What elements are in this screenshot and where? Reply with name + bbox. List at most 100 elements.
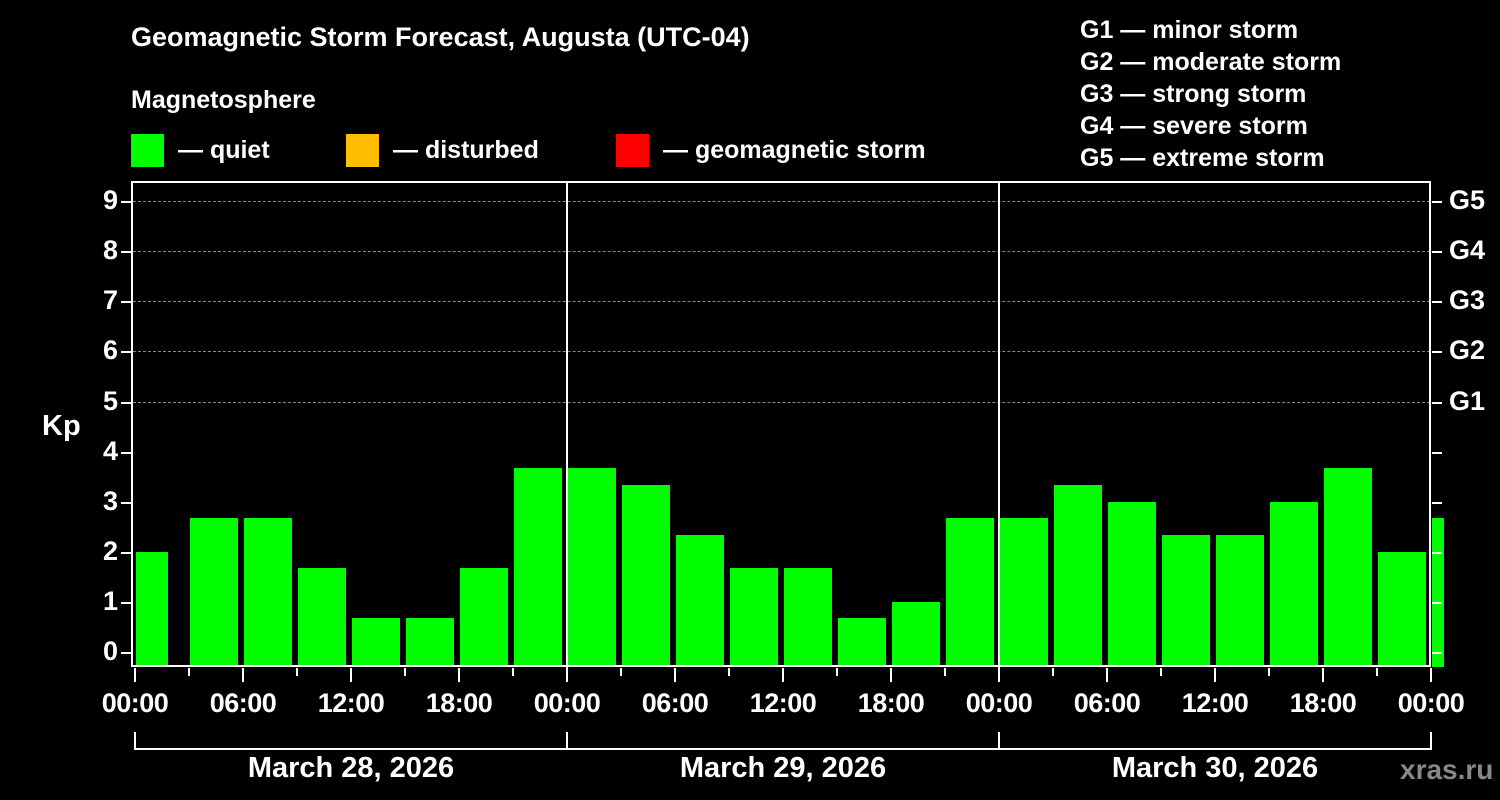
- kp-bar: [838, 618, 886, 667]
- x-tick-label: 18:00: [857, 688, 925, 718]
- kp-bar: [676, 535, 724, 667]
- y-tick-label: 1: [102, 586, 118, 616]
- y-tick: [121, 452, 131, 454]
- kp-bar: [460, 568, 508, 667]
- plot-frame: [131, 181, 1431, 667]
- x-tick: [944, 668, 946, 676]
- y-tick-right: [1432, 452, 1442, 454]
- kp-bar: [1162, 535, 1210, 667]
- kp-bar: [1216, 535, 1264, 667]
- grid-line: [133, 301, 1430, 302]
- y-tick: [121, 502, 131, 504]
- x-tick: [782, 668, 784, 682]
- y-tick-right: [1432, 552, 1442, 554]
- y-tick: [121, 301, 131, 303]
- grid-line: [133, 201, 1430, 202]
- kp-bar: [730, 568, 778, 667]
- x-tick: [296, 668, 298, 676]
- x-tick: [134, 668, 136, 682]
- g-legend-item: G5 — extreme storm: [1080, 144, 1325, 172]
- x-tick: [1430, 668, 1432, 682]
- y-tick-label: 4: [102, 436, 118, 466]
- x-tick: [674, 668, 676, 682]
- storm-swatch-icon: [616, 134, 649, 167]
- date-bracket-tick: [134, 732, 136, 749]
- legend-label: — quiet: [178, 136, 270, 164]
- x-tick-label: 06:00: [1073, 688, 1141, 718]
- legend-disturbed: — disturbed: [346, 134, 539, 167]
- y-tick-right: [1432, 502, 1442, 504]
- date-bracket: [134, 748, 1432, 750]
- x-tick-label: 00:00: [1397, 688, 1465, 718]
- y-tick-label: 5: [102, 386, 118, 416]
- y-tick: [121, 552, 131, 554]
- grid-line: [133, 402, 1430, 403]
- kp-bar: [622, 485, 670, 667]
- kp-bar: [190, 518, 238, 667]
- date-bracket-tick: [998, 732, 1000, 749]
- x-tick: [836, 668, 838, 676]
- g-scale-label: G3: [1449, 285, 1486, 315]
- x-tick: [890, 668, 892, 682]
- y-tick-right: [1432, 251, 1442, 253]
- kp-bar: [1108, 502, 1156, 667]
- date-label: March 30, 2026: [1111, 752, 1319, 784]
- x-tick-label: 18:00: [425, 688, 493, 718]
- legend-label: — disturbed: [393, 136, 539, 164]
- quiet-swatch-icon: [131, 134, 164, 167]
- y-tick-label: 3: [102, 486, 118, 516]
- y-tick-right: [1432, 351, 1442, 353]
- legend-quiet: — quiet: [131, 134, 270, 167]
- y-tick-label: 8: [102, 235, 118, 265]
- legend-label: — geomagnetic storm: [663, 136, 926, 164]
- x-tick: [350, 668, 352, 682]
- date-bracket-tick: [566, 732, 568, 749]
- x-tick: [1052, 668, 1054, 676]
- y-tick-right: [1432, 201, 1442, 203]
- x-tick: [620, 668, 622, 676]
- kp-bar: [352, 618, 400, 667]
- day-separator: [566, 181, 568, 668]
- y-tick-label: 0: [102, 636, 118, 666]
- y-tick-label: 7: [102, 285, 118, 315]
- y-tick-right: [1432, 602, 1442, 604]
- kp-bar: [514, 468, 562, 667]
- grid-line: [133, 351, 1430, 352]
- x-tick: [1160, 668, 1162, 676]
- date-bracket-tick: [1430, 732, 1432, 749]
- credit-text: xras.ru: [1400, 754, 1494, 785]
- day-separator: [998, 181, 1000, 668]
- g-scale-label: G4: [1449, 235, 1486, 265]
- g-legend-item: G2 — moderate storm: [1080, 48, 1342, 76]
- x-tick: [1322, 668, 1324, 682]
- x-tick: [728, 668, 730, 676]
- x-tick: [566, 668, 568, 682]
- g-legend-item: G1 — minor storm: [1080, 16, 1299, 44]
- chart-title: Geomagnetic Storm Forecast, Augusta (UTC…: [131, 22, 750, 52]
- x-tick: [458, 668, 460, 682]
- x-tick: [998, 668, 1000, 682]
- x-tick-label: 06:00: [641, 688, 709, 718]
- legend-heading: Magnetosphere: [131, 86, 316, 114]
- g-scale-label: G5: [1449, 185, 1486, 215]
- g-scale-label: G2: [1449, 335, 1486, 365]
- x-tick-label: 00:00: [101, 688, 169, 718]
- kp-bar: [1432, 518, 1444, 667]
- x-tick: [188, 668, 190, 676]
- y-tick-label: 9: [102, 185, 118, 215]
- kp-bar: [406, 618, 454, 667]
- kp-bar: [568, 468, 616, 667]
- kp-bar: [298, 568, 346, 667]
- y-tick: [121, 251, 131, 253]
- kp-bar: [1000, 518, 1048, 667]
- kp-bar: [1054, 485, 1102, 667]
- y-tick-label: 6: [102, 335, 118, 365]
- kp-bar: [1378, 552, 1426, 667]
- kp-bar: [892, 602, 940, 667]
- kp-bar: [1270, 502, 1318, 667]
- x-tick-label: 12:00: [749, 688, 817, 718]
- x-tick-label: 12:00: [317, 688, 385, 718]
- g-scale-label: G1: [1449, 386, 1486, 416]
- y-tick: [121, 402, 131, 404]
- x-tick-label: 00:00: [965, 688, 1033, 718]
